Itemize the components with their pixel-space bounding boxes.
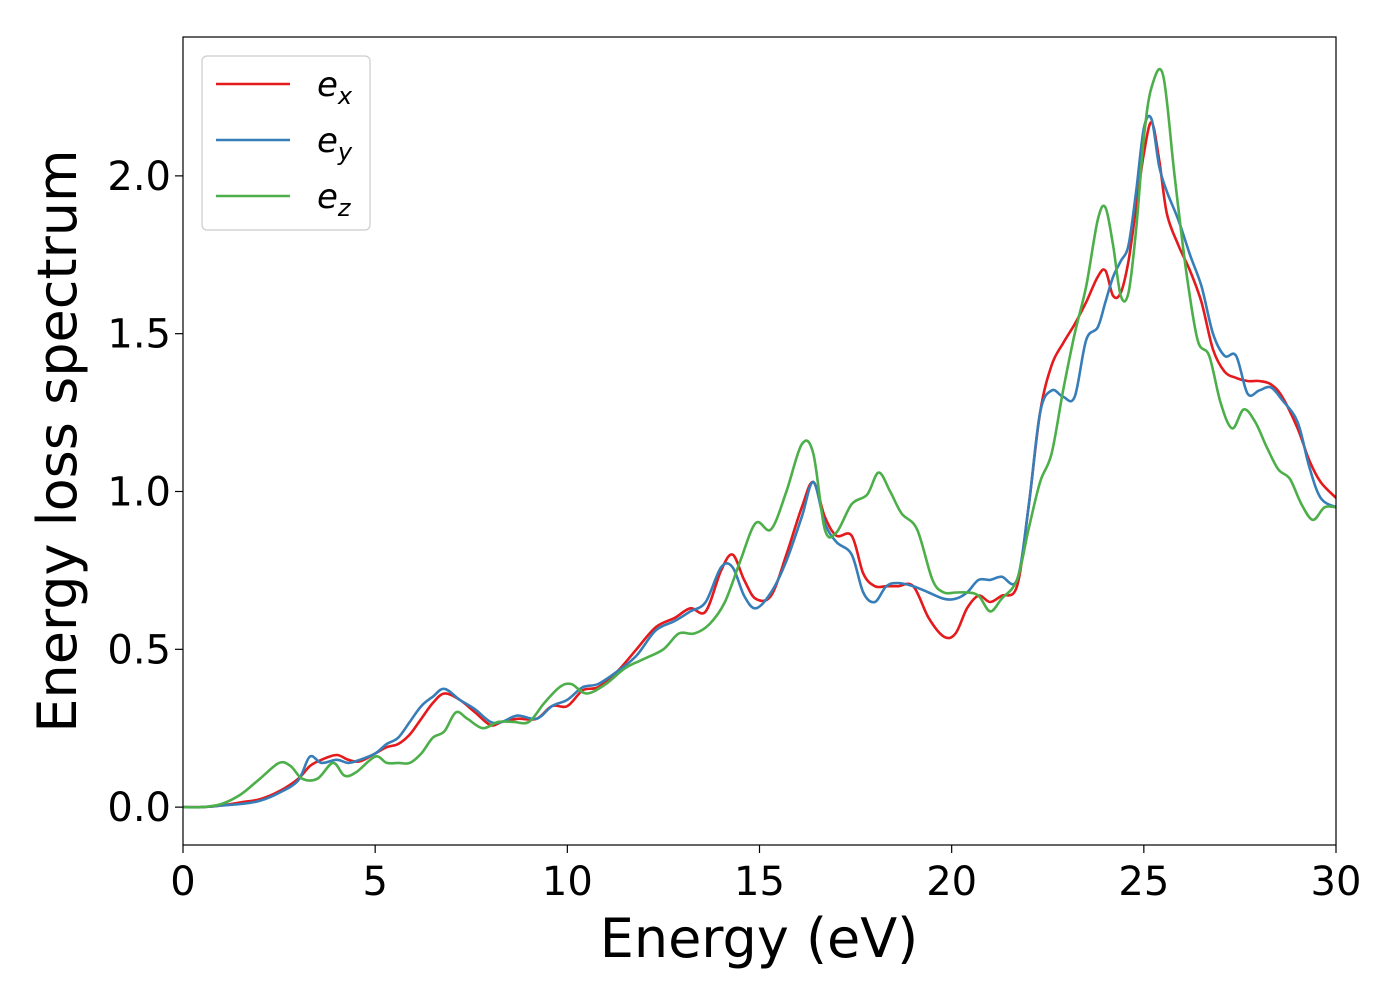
y-tick-label: 1.5 (107, 312, 171, 358)
x-axis: 0 5 10 15 20 25 30 (170, 845, 1361, 905)
series-line-y (183, 114, 1336, 809)
legend: ex ey ez (201, 55, 371, 231)
y-tick-label: 0.0 (107, 785, 171, 831)
y-tick-label: 1.0 (107, 470, 171, 516)
x-tick-label: 10 (542, 859, 593, 905)
x-tick-label: 20 (926, 859, 977, 905)
x-tick-label: 5 (362, 859, 387, 905)
x-tick-label: 25 (1118, 859, 1169, 905)
legend-label-y: ey (317, 121, 353, 166)
series-layer (183, 67, 1336, 809)
y-tick-label: 2.0 (107, 154, 171, 200)
x-tick-label: 15 (734, 859, 785, 905)
x-tick-label: 30 (1311, 859, 1362, 905)
legend-label-z: ez (317, 177, 352, 222)
series-line-z (183, 67, 1336, 809)
y-axis-title: Energy loss spectrum (26, 149, 89, 732)
legend-box (201, 55, 371, 231)
y-tick-label: 0.5 (107, 627, 171, 673)
x-tick-label: 0 (170, 859, 195, 905)
legend-label-x: ex (317, 65, 353, 110)
y-axis: 0.0 0.5 1.0 1.5 2.0 (107, 154, 183, 831)
x-axis-title: Energy (eV) (600, 907, 919, 970)
